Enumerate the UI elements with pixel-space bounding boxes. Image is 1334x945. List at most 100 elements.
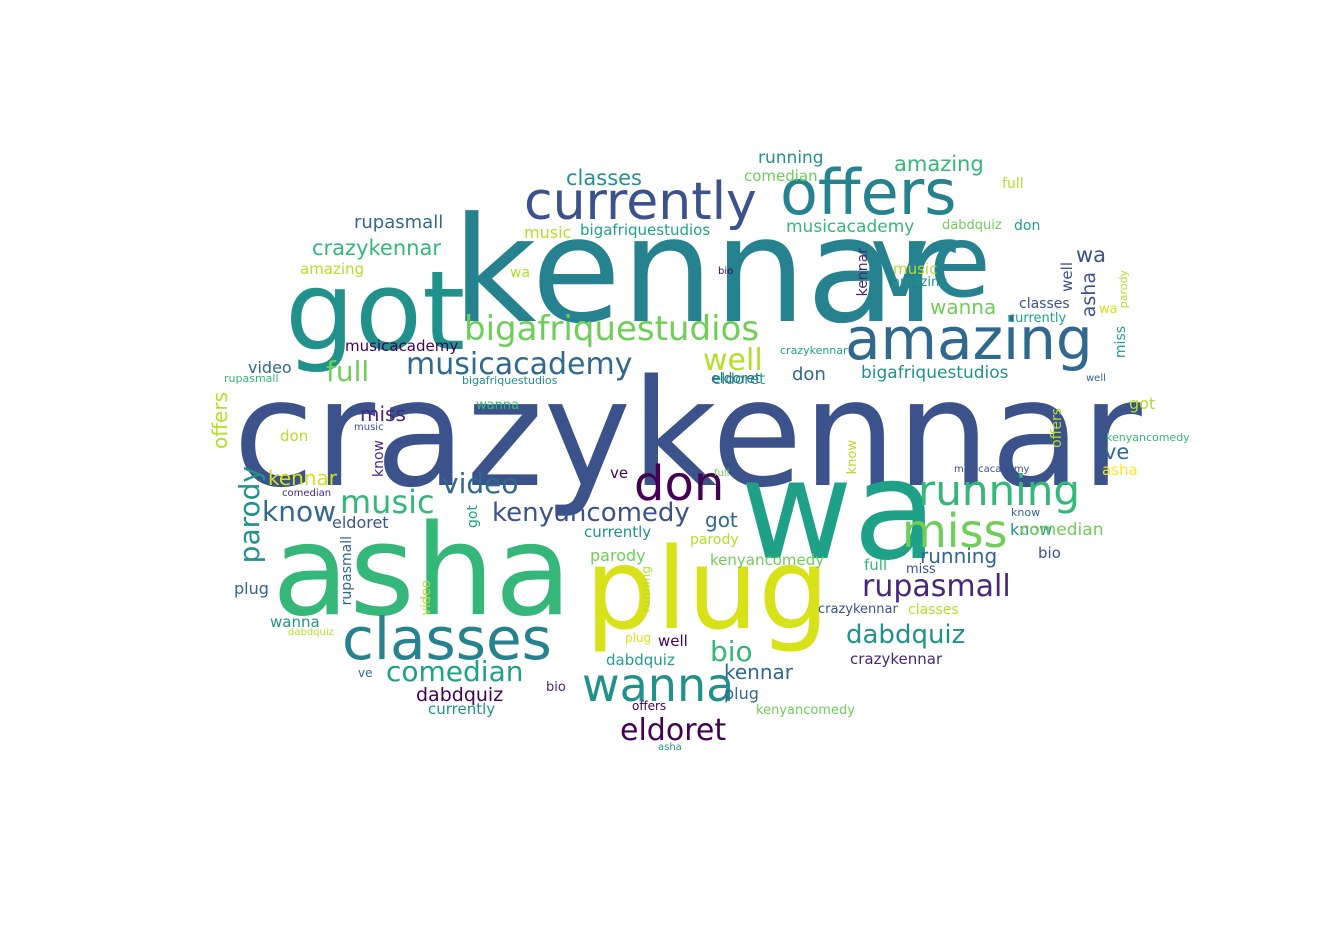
word: rupasmall (354, 212, 444, 233)
word: dabdquiz (606, 651, 675, 669)
word: comedian (1020, 520, 1104, 540)
word: miss (360, 402, 406, 426)
word: dabdquiz (288, 627, 334, 638)
word: music (524, 223, 572, 242)
word: eldoret (620, 713, 727, 748)
word: plug (625, 631, 652, 645)
word: well (658, 632, 688, 650)
word: don (280, 427, 309, 445)
word: rupasmall (339, 536, 355, 606)
word: musicacademy (345, 337, 459, 355)
word: crazykennar (233, 348, 1142, 520)
word: running (918, 466, 1081, 515)
word: rupasmall (224, 372, 279, 385)
word: bio (546, 680, 566, 695)
word: classes (566, 166, 642, 190)
word: running (758, 148, 824, 168)
word: eldoret (332, 513, 389, 532)
word: eldoret (711, 371, 761, 387)
word: ve (610, 464, 629, 482)
word: kennar (268, 466, 338, 490)
word: kennar (724, 660, 794, 684)
word: classes (1019, 296, 1070, 312)
word: dabdquiz (846, 620, 966, 650)
word: kenyancomedy (710, 551, 825, 569)
word: rupasmall (862, 569, 1011, 604)
word: musicacademy (406, 347, 633, 382)
word: ve (358, 666, 373, 680)
word: dabdquiz (942, 218, 1002, 233)
word: wanna (270, 613, 320, 631)
word: ve (870, 203, 991, 320)
word: bio (710, 635, 753, 668)
word: miss (906, 562, 936, 577)
word: comedian (744, 167, 818, 185)
word: crazykennar (850, 650, 943, 668)
word: plug (724, 684, 759, 703)
word: wanna (930, 295, 997, 319)
word: asha (1102, 461, 1138, 479)
word: currently (428, 700, 496, 718)
word: dabdquiz (416, 684, 504, 706)
word: asha (272, 497, 572, 644)
word: know (262, 495, 336, 528)
word: kenyancomedy (1106, 431, 1190, 444)
word: musicacademy (954, 464, 1030, 475)
word: know (371, 440, 387, 477)
word: know (1011, 506, 1041, 519)
word: bigafriquestudios (464, 309, 760, 349)
word: bigafriquestudios (861, 363, 1009, 383)
word: bio (1038, 544, 1061, 562)
word: full (326, 355, 370, 388)
word: classes (342, 605, 552, 673)
word: full (714, 468, 730, 479)
word: miss (1113, 326, 1129, 359)
word: plug (585, 525, 830, 655)
word: parody (690, 532, 739, 548)
word: offers (632, 699, 667, 713)
word: music (893, 260, 938, 278)
word: amazing (894, 152, 984, 176)
word: kennar (452, 186, 956, 356)
word: classes (908, 602, 959, 618)
word: know (845, 440, 860, 475)
word: asha (1078, 272, 1100, 318)
word: wanna (582, 658, 735, 712)
word: bio (718, 266, 734, 277)
word: running (920, 544, 998, 568)
word: running (639, 566, 653, 613)
word: bigafriquestudios (580, 221, 711, 239)
word: amazing (300, 260, 365, 278)
word: currently (1008, 311, 1067, 326)
word: offers (780, 156, 957, 229)
word: wanna (476, 398, 520, 413)
word: got (285, 247, 466, 375)
word: asha (658, 742, 682, 753)
word: kennar (855, 248, 871, 297)
word: don (634, 456, 725, 512)
word: crazykennar (818, 602, 898, 617)
word: kenyancomedy (756, 703, 855, 718)
word: video (419, 580, 434, 616)
word: amazing (892, 275, 948, 290)
word: wa (510, 265, 531, 281)
word: currently (524, 172, 757, 232)
word: offers (1049, 408, 1065, 448)
word: got (465, 505, 481, 528)
word: plug (234, 579, 269, 598)
word: crazykennar (780, 344, 848, 357)
word: wa (740, 430, 938, 591)
word: comedian (386, 655, 524, 688)
word: crazykennar (312, 236, 441, 260)
word: full (864, 556, 888, 574)
word: amazing (845, 305, 1093, 373)
word: parody (1117, 270, 1130, 309)
word: got (705, 508, 738, 532)
word: ve (1104, 440, 1130, 464)
word: full (1002, 176, 1024, 192)
word: wa (1099, 302, 1118, 317)
word: well (1086, 373, 1106, 384)
word: video (442, 467, 519, 500)
word: comedian (282, 488, 332, 499)
